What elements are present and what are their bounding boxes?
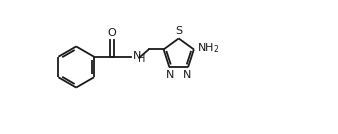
Text: O: O [108,28,117,38]
Text: S: S [175,26,182,36]
Text: N: N [166,70,174,80]
Text: N: N [132,51,141,61]
Text: NH$_2$: NH$_2$ [197,41,219,55]
Text: N: N [183,70,192,80]
Text: H: H [138,54,145,64]
